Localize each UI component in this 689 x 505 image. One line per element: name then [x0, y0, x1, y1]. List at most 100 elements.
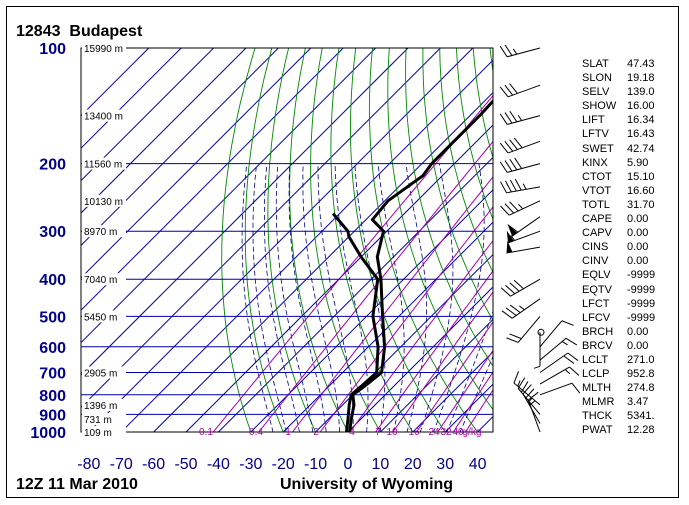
- index-row: MLTH 274.8: [582, 381, 655, 395]
- index-value: 16.00: [627, 100, 655, 113]
- temperature-tick-label: 30: [436, 456, 454, 473]
- index-value: 16.43: [627, 128, 655, 141]
- wind-barb-feather: [514, 157, 523, 169]
- index-value: 0.00: [627, 213, 649, 226]
- index-row: LIFT 16.34: [582, 113, 655, 127]
- wind-barb-feather: [513, 371, 520, 384]
- wind-barb-staff: [527, 399, 541, 433]
- plot-border: [80, 47, 494, 433]
- wind-barb-feather: [569, 366, 580, 376]
- dry-adiabat-line: [439, 48, 493, 274]
- mixing-ratio-line: [452, 371, 493, 432]
- index-row: KINX 5.90: [582, 156, 655, 170]
- moist-adiabat-line: [459, 355, 493, 432]
- wind-barb: [506, 240, 541, 254]
- index-key: EQLV: [582, 269, 611, 282]
- moist-adiabat-line: [302, 163, 341, 432]
- wind-barb: [499, 110, 541, 125]
- index-row: EQTV -9999: [582, 283, 655, 297]
- index-key: THCK: [582, 410, 612, 423]
- mixing-ratio-line: [258, 140, 493, 432]
- temperature-tick-label: -70: [110, 456, 133, 473]
- wind-barb: [539, 382, 581, 396]
- index-row: TOTL 31.70: [582, 198, 655, 212]
- temperature-tick-label: -60: [142, 456, 165, 473]
- index-value: 271.0: [627, 353, 655, 366]
- index-value: -9999: [627, 311, 656, 324]
- index-row: LFCV -9999: [582, 311, 655, 325]
- wind-barb-half-feather: [517, 380, 521, 387]
- wind-barb-feather: [509, 158, 518, 171]
- mixing-ratio-line: [292, 176, 493, 432]
- moist-adiabat-line: [433, 163, 485, 432]
- wind-barb: [500, 200, 541, 216]
- index-row: LFTV 16.43: [582, 127, 655, 141]
- dry-adiabat-line: [310, 48, 381, 432]
- index-row: CINS 0.00: [582, 240, 655, 254]
- mixing-ratio-label: g/kg: [463, 427, 482, 438]
- moist-adiabat-line: [354, 163, 386, 432]
- index-value: 42.74: [627, 142, 655, 155]
- mixing-ratio-label: 1: [285, 427, 291, 438]
- wind-barb: [499, 83, 541, 98]
- pressure-tick-label: 200: [39, 157, 66, 174]
- index-row: CAPV 0.00: [582, 226, 655, 240]
- mixing-ratio-label: 24: [428, 427, 440, 438]
- wind-barb-feather: [509, 201, 519, 212]
- temperature-tick-label: 20: [404, 456, 422, 473]
- index-row: BRCH 0.00: [582, 325, 655, 339]
- height-label-bg: [82, 225, 126, 238]
- index-row: SWET 42.74: [582, 142, 655, 156]
- index-key: BRCH: [582, 325, 614, 338]
- index-key: SHOW: [582, 100, 617, 113]
- wind-barb: [539, 366, 580, 385]
- wind-barb-feather: [509, 282, 520, 292]
- wind-barb-feather: [528, 391, 539, 401]
- mixing-ratio-label: 32: [440, 427, 452, 438]
- wind-barb-feather: [509, 333, 522, 340]
- dry-adiabat-line: [368, 48, 479, 432]
- wind-barb: [517, 377, 541, 415]
- isotherm-line: [81, 48, 279, 247]
- wind-barb: [527, 391, 541, 433]
- wind-barb-feather: [520, 381, 529, 393]
- wind-barb-half-feather: [518, 203, 524, 210]
- wind-barb-feather: [504, 141, 514, 152]
- index-value: 19.18: [627, 72, 655, 85]
- index-key: SELV: [582, 86, 610, 99]
- wind-barb-feather: [499, 113, 508, 125]
- wind-barb-feather: [506, 337, 519, 343]
- wind-barb-feather: [504, 44, 513, 56]
- index-row: LFCT -9999: [582, 297, 655, 311]
- isotherm-line: [81, 48, 150, 117]
- wind-barb-staff: [507, 47, 541, 58]
- index-row: SLON 19.18: [582, 71, 655, 85]
- mixing-ratio-label: 2: [313, 427, 319, 438]
- pressure-tick-label: 700: [39, 366, 66, 383]
- pressure-tick-label: 600: [39, 340, 66, 357]
- wind-barb-staff: [539, 382, 573, 396]
- wind-barb: [539, 352, 579, 373]
- height-label: 731 m: [84, 415, 112, 426]
- index-row: PWAT 12.28: [582, 423, 655, 437]
- index-key: BRCV: [582, 339, 613, 352]
- mixing-ratio-line: [416, 321, 493, 432]
- index-row: MLMR 3.47: [582, 395, 655, 409]
- temperature-tick-label: 0: [344, 456, 353, 473]
- wind-barb: [499, 157, 541, 173]
- height-label-bg: [82, 398, 126, 411]
- index-value: 47.43: [627, 58, 655, 70]
- temperature-tick-label: 10: [372, 456, 390, 473]
- isotherm-line: [81, 48, 344, 311]
- index-row: THCK 5341.: [582, 409, 655, 423]
- index-value: 31.70: [627, 198, 655, 211]
- wind-barb-staff: [507, 84, 541, 98]
- wind-barb-feather: [504, 180, 512, 193]
- index-key: EQTV: [582, 283, 612, 296]
- station-title: 12843 Budapest: [16, 23, 143, 40]
- wind-barb-half-feather: [564, 369, 571, 375]
- mixing-ratio-label: 40: [452, 427, 464, 438]
- wind-barb-feather: [509, 83, 518, 94]
